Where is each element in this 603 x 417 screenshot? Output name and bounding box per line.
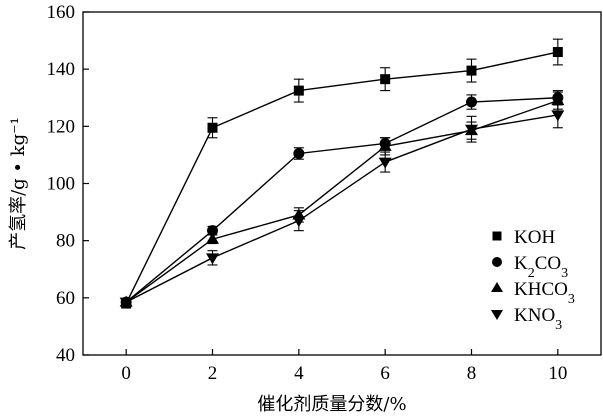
y-tick-label: 60: [56, 288, 75, 309]
series-koh: [121, 38, 563, 309]
y-tick-label: 40: [56, 345, 75, 366]
legend-label: KHCO3: [514, 279, 575, 307]
series-line-koh: [125, 51, 558, 304]
marker-triangle-down: [292, 216, 306, 228]
legend-item-kno3: KNO3: [491, 305, 562, 333]
series-line-k2co3: [125, 97, 558, 303]
series-layer: [119, 38, 565, 309]
marker-triangle-up: [491, 282, 503, 292]
legend-label: K2CO3: [514, 253, 568, 281]
x-axis-label: 催化剂质量分数/%: [257, 394, 406, 415]
series-kno3: [119, 101, 565, 309]
y-tick-label: 140: [47, 59, 76, 80]
marker-square: [466, 65, 477, 76]
marker-square: [380, 74, 391, 85]
y-axis-label: 产氢率/g • kg⁻¹: [8, 117, 29, 250]
marker-circle: [466, 96, 477, 108]
marker-triangle-down: [551, 110, 565, 122]
x-tick-label: 2: [208, 363, 218, 384]
legend-item-khco3: KHCO3: [491, 279, 575, 307]
y-tick-label: 80: [56, 231, 75, 252]
x-tick-label: 4: [294, 363, 304, 384]
y-tick-label: 100: [47, 174, 76, 195]
marker-square: [552, 47, 563, 58]
marker-square: [207, 122, 218, 133]
marker-circle: [207, 225, 218, 237]
marker-triangle-down: [378, 157, 392, 169]
y-tick-label: 160: [47, 2, 76, 23]
marker-square: [293, 85, 304, 96]
series-line-kno3: [125, 114, 558, 303]
marker-triangle-down: [491, 310, 503, 320]
legend-item-koh: KOH: [492, 227, 555, 248]
x-tick-label: 8: [467, 363, 477, 384]
marker-triangle-down: [119, 297, 133, 309]
series-line-khco3: [125, 99, 559, 303]
legend-label: KNO3: [514, 305, 562, 333]
marker-square: [492, 231, 502, 241]
x-tick-label: 6: [380, 363, 390, 384]
marker-triangle-down: [206, 253, 219, 265]
y-tick-label: 120: [47, 116, 76, 137]
x-tick-label: 0: [121, 363, 131, 384]
x-tick-label: 10: [548, 363, 567, 384]
axes: 0 2 4 6 8 10 40 60 80 100 120 140 160: [47, 2, 602, 384]
marker-triangle-down: [465, 124, 478, 136]
marker-circle: [492, 257, 502, 267]
legend-item-k2co3: K2CO3: [492, 253, 568, 281]
marker-triangle-up: [206, 232, 219, 244]
series-k2co3: [120, 90, 564, 308]
marker-triangle-up: [378, 139, 392, 151]
plot-frame: [82, 11, 602, 356]
marker-circle: [293, 147, 305, 159]
legend-label: KOH: [514, 227, 555, 248]
